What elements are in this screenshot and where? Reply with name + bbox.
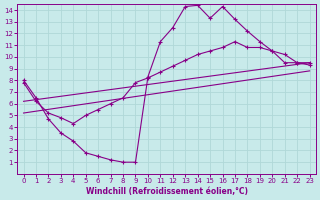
X-axis label: Windchill (Refroidissement éolien,°C): Windchill (Refroidissement éolien,°C) bbox=[85, 187, 248, 196]
